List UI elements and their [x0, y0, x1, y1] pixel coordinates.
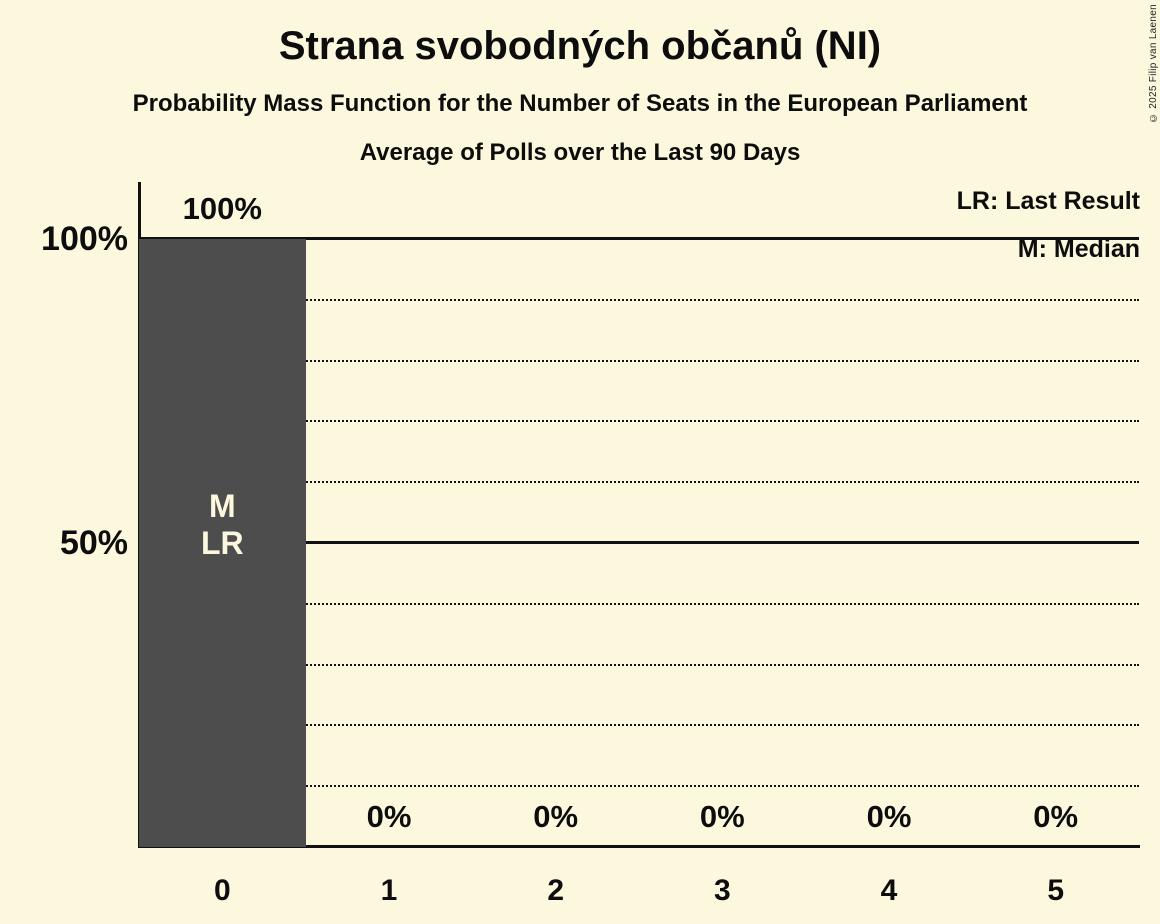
- gridline-10pct: [139, 785, 1139, 788]
- gridline-60pct: [139, 481, 1139, 484]
- gridline-50pct: [139, 541, 1139, 544]
- gridline-90pct: [139, 298, 1139, 301]
- x-tick-label-5: 5: [1047, 874, 1064, 907]
- gridline-40pct: [139, 602, 1139, 605]
- value-label-seats-1: 0%: [366, 799, 412, 834]
- annotation-m: M: [209, 488, 236, 525]
- chart-subtitle: Probability Mass Function for the Number…: [132, 90, 1028, 117]
- gridline-80pct: [139, 359, 1139, 362]
- gridline-20pct: [139, 724, 1139, 727]
- plot-area: M LR 100% 0% 0% 0% 0% 0%: [139, 191, 1139, 847]
- x-tick-label-4: 4: [880, 874, 898, 907]
- gridline-100pct: [139, 237, 1139, 240]
- chart-title: Strana svobodných občanů (NI): [278, 24, 882, 68]
- value-label-seats-2: 0%: [533, 799, 579, 834]
- legend-median: M: Median: [1017, 235, 1140, 263]
- bar-annotation-median-lastresult: M LR: [139, 488, 306, 562]
- y-tick-label-100pct: 100%: [41, 220, 128, 258]
- copyright-text: © 2025 Filip van Laenen: [1148, 4, 1159, 124]
- x-tick-label-1: 1: [380, 874, 398, 907]
- chart-subtitle-period: Average of Polls over the Last 90 Days: [359, 139, 801, 166]
- value-label-seats-5: 0%: [1033, 799, 1079, 834]
- x-tick-label-0: 0: [213, 874, 231, 907]
- x-tick-label-2: 2: [547, 874, 564, 907]
- legend-last-result: LR: Last Result: [956, 187, 1140, 215]
- value-label-seats-3: 0%: [699, 799, 745, 834]
- x-axis-line: [138, 845, 1140, 848]
- x-tick-label-3: 3: [713, 874, 731, 907]
- gridline-30pct: [139, 663, 1139, 666]
- gridline-70pct: [139, 420, 1139, 423]
- value-label-seats-4: 0%: [866, 799, 912, 834]
- annotation-lr: LR: [201, 525, 244, 562]
- value-label-seats-0: 100%: [182, 191, 262, 226]
- bar-seats-0: M LR: [139, 239, 306, 847]
- y-tick-label-50pct: 50%: [59, 524, 128, 562]
